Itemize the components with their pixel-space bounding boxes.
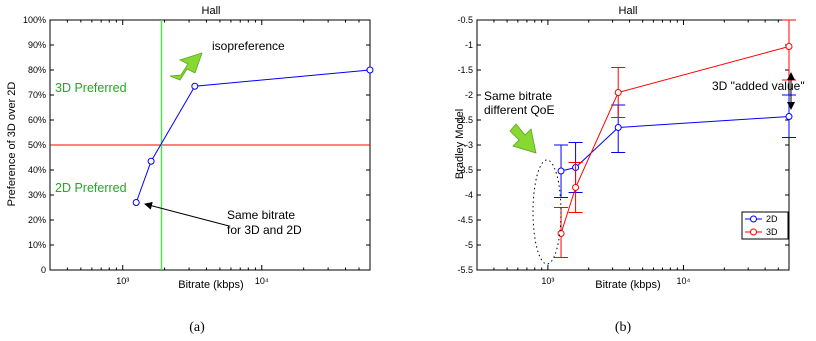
added-value-label: 3D "added value" — [712, 79, 805, 93]
legend-label-3d: 3D — [766, 227, 778, 237]
chart-a-ytick-label: 0 — [41, 265, 46, 275]
chart-a-point-0 — [147, 157, 155, 165]
chart-b-ytick-label: -1 — [465, 40, 473, 50]
chart-b-ytick-label: -5.5 — [457, 265, 473, 275]
chart-b-ytick-label: -2.5 — [457, 115, 473, 125]
chart-b-caption: (b) — [615, 320, 632, 335]
same-bitrate-ellipse — [532, 159, 562, 265]
preferred-3d-label: 3D Preferred — [55, 81, 127, 95]
chart-b-ytick-label: -2 — [465, 90, 473, 100]
chart-b-ytick-label: -3.5 — [457, 165, 473, 175]
chart-a-ytick-label: 100% — [23, 15, 46, 25]
isopreference-arrow-icon — [169, 52, 203, 81]
chart-b-ytick-label: -4.5 — [457, 215, 473, 225]
chart-a-ytick-label: 60% — [28, 115, 46, 125]
chart-a-ytick-label: 30% — [28, 190, 46, 200]
chart-b-ytick-label: -4 — [465, 190, 473, 200]
legend-label-2d: 2D — [766, 214, 778, 224]
chart-a-point-0 — [191, 82, 199, 90]
chart-b-ylabel: Bradley Model — [454, 109, 466, 179]
chart-a-ytick-label: 90% — [28, 40, 46, 50]
preferred-2d-label: 2D Preferred — [55, 181, 127, 195]
chart-a-caption: (a) — [189, 320, 205, 335]
legend-marker-3d — [750, 228, 757, 236]
chart-b-ytick-label: -5 — [465, 240, 473, 250]
isopreference-label: isopreference — [212, 39, 285, 53]
chart-b-ytick-label: -1.5 — [457, 65, 473, 75]
chart-a-xtick-label: 10⁴ — [255, 276, 269, 286]
chart-b-point-2d — [557, 167, 565, 175]
chart-b-title: Hall — [619, 5, 638, 17]
same-bitrate-qoe-label-1: Same bitrate — [484, 89, 552, 103]
chart-a-title: Hall — [202, 5, 221, 17]
chart-b-point-3d — [614, 89, 622, 96]
chart-b-point-2d — [785, 113, 793, 120]
chart-b-point-3d — [785, 43, 793, 50]
chart-a-point-0 — [132, 199, 140, 206]
chart-a-ytick-label: 40% — [28, 165, 46, 175]
chart-b-series-line-3d — [560, 46, 790, 234]
chart-a-ylabel: Preference of 3D over 2D — [6, 82, 18, 207]
chart-a-ytick-label: 10% — [28, 240, 46, 250]
same-bitrate-qoe-label-2: different QoE — [484, 103, 555, 117]
chart-b-xlabel: Bitrate (kbps) — [595, 279, 660, 291]
chart-b-legend: 2D 3D — [741, 211, 789, 240]
chart-a-ytick-label: 80% — [28, 65, 46, 75]
chart-b-xtick-label: 10³ — [541, 276, 554, 286]
chart-b-point-2d — [614, 124, 622, 131]
chart-b-xtick-label: 10⁴ — [677, 276, 691, 286]
same-bitrate-label-2: for 3D and 2D — [227, 223, 302, 237]
legend-box — [741, 211, 789, 240]
chart-a-ytick-label: 50% — [28, 140, 46, 150]
chart-b-plot-area: -5.5 -5 -4.5 -4 -3.5 -3 -2.5 -2 -1.5 -1 -0.5 10³ 10⁴ — [457, 15, 796, 286]
chart-a-series-line-0 — [135, 69, 371, 203]
chart-b-ytick-label: -3 — [465, 140, 473, 150]
chart-a-xtick-label: 10³ — [116, 276, 129, 286]
same-bitrate-label-1: Same bitrate — [227, 208, 295, 222]
legend-marker-2d — [750, 215, 757, 223]
qoe-arrow-icon — [509, 123, 537, 154]
chart-a-plot-area: 0 10% 20% 30% 40% 50% 60% 70% 80% 90% 100% 10³ 10⁴ — [23, 15, 374, 286]
chart-b-ytick-label: -0.5 — [457, 15, 473, 25]
chart-a-xlabel: Bitrate (kbps) — [178, 279, 243, 291]
chart-a: Hall 0 10% 20% 30% 40% 50% 60% 70% 80% 90% 100% 10³… — [6, 5, 374, 335]
chart-b-series-line-2d — [560, 116, 790, 172]
chart-a-ytick-label: 70% — [28, 90, 46, 100]
chart-a-point-0 — [366, 66, 374, 74]
chart-a-ytick-label: 20% — [28, 215, 46, 225]
chart-b-point-3d — [557, 230, 565, 237]
chart-b: Hall -5.5 -5 -4.5 -4 -3.5 -3 -2.5 -2 -1.5 -1 -0.5 1… — [454, 5, 805, 335]
chart-b-point-3d — [572, 184, 580, 191]
same-bitrate-arrow — [144, 201, 230, 227]
